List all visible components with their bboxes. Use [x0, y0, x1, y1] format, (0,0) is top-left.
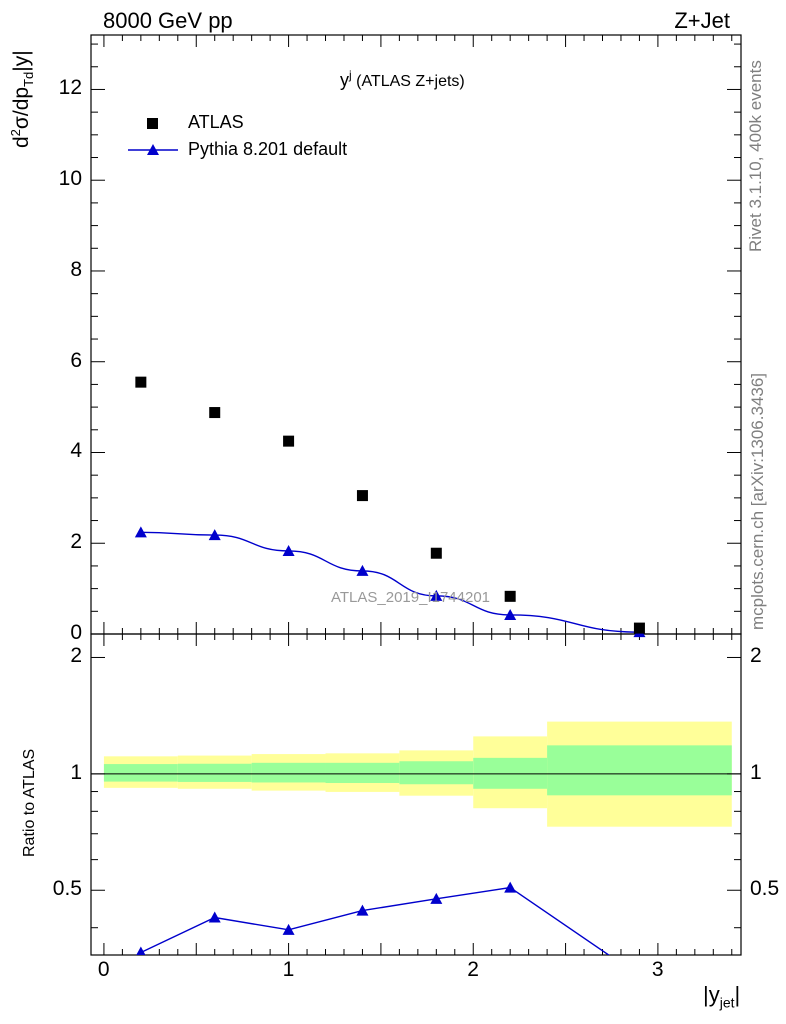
ratio-y-tick-label-right: 0.5 [750, 877, 780, 901]
top-y-tick-label: 6 [70, 348, 82, 372]
ratio-ylabel: Ratio to ATLAS [21, 748, 38, 857]
plot-title: yj (ATLAS Z+jets) [340, 68, 465, 91]
atlas-point-4 [430, 547, 442, 559]
ratio-point-1 [208, 911, 221, 923]
atlas-point-6 [633, 622, 645, 634]
legend-pythia-marker [147, 144, 159, 155]
pythia-point-2 [282, 544, 295, 556]
legend [128, 118, 178, 155]
x-tick-label: 2 [467, 958, 479, 981]
legend-pythia-label: Pythia 8.201 default [188, 139, 348, 159]
band-inner-1 [177, 763, 252, 782]
top-y-tick-label: 10 [58, 167, 82, 191]
rivet-version: Rivet 3.1.10, 400k events [746, 60, 765, 252]
ratio-point-2 [282, 923, 295, 935]
band-inner-2 [251, 762, 326, 783]
x-tick-label: 3 [651, 958, 664, 981]
atlas-point-5 [504, 590, 516, 602]
ratio-line [140, 886, 610, 955]
top-y-tick-label: 12 [58, 76, 82, 100]
ratio-panel-frame [90, 633, 742, 956]
pythia-point-5 [504, 608, 517, 620]
x-tick-label: 0 [97, 958, 110, 981]
atlas-point-0 [135, 376, 147, 388]
main-series [134, 376, 646, 638]
analysis-watermark: ATLAS_2019_I1744201 [331, 589, 491, 606]
ratio-y-tick-label-left: 2 [70, 644, 82, 668]
panel-frames [90, 34, 742, 956]
band-inner-6 [547, 745, 732, 796]
band-inner-3 [325, 762, 400, 783]
ratio-bands [91, 721, 741, 827]
top-ylabel: d2σ/dpTd|y| [8, 50, 37, 148]
ratio-series [136, 881, 610, 955]
top-y-tick-label: 2 [70, 530, 82, 554]
legend-atlas-marker [147, 118, 158, 129]
pythia-line [140, 531, 640, 633]
top-y-tick-label: 4 [70, 439, 82, 463]
ratio-point-4 [430, 892, 443, 904]
x-tick-label: 1 [282, 958, 295, 981]
pythia-point-3 [356, 564, 369, 576]
top-y-tick-label: 0 [70, 621, 82, 644]
ratio-point-3 [356, 904, 369, 916]
axis-ticks [91, 35, 741, 955]
band-inner-5 [473, 757, 548, 789]
header-left: 8000 GeV pp [103, 8, 233, 33]
band-inner-4 [399, 761, 474, 785]
pythia-point-0 [134, 526, 147, 538]
atlas-point-1 [209, 407, 221, 419]
top-y-tick-label: 8 [70, 257, 82, 281]
title-superscript: j [349, 68, 352, 82]
ratio-series-clipped [136, 881, 610, 955]
ratio-y-tick-label-right: 2 [750, 644, 762, 668]
band-inner-0 [103, 764, 178, 782]
title-rest: (ATLAS Z+jets) [351, 73, 465, 90]
mcplots-reference: mcplots.cern.ch [arXiv:1306.3436] [748, 372, 767, 630]
header-right: Z+Jet [674, 8, 730, 33]
ratio-y-tick-label-right: 1 [750, 760, 762, 784]
plot-title-text: yj (ATLAS Z+jets) [340, 68, 465, 90]
pythia-point-1 [208, 529, 221, 541]
ratio-point-0 [136, 946, 146, 955]
atlas-point-2 [283, 435, 295, 447]
ratio-point-5 [504, 881, 517, 893]
ratio-y-tick-label-left: 0.5 [52, 877, 82, 901]
pythia-point-4 [430, 589, 443, 601]
legend-atlas-label: ATLAS [188, 112, 244, 132]
atlas-point-3 [356, 490, 368, 502]
ratio-y-tick-label-left: 1 [70, 760, 82, 784]
x-axis-label: |yjet| [703, 982, 741, 1011]
